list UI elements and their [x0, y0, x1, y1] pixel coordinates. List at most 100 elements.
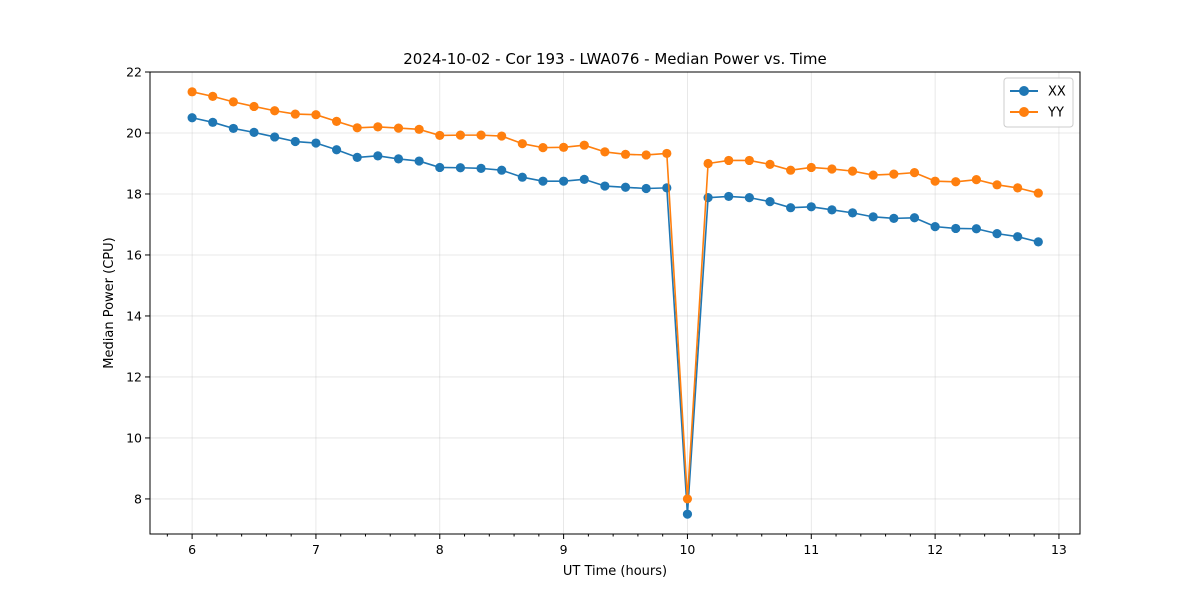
data-point-xx: [538, 176, 548, 186]
data-point-yy: [559, 142, 569, 152]
data-point-xx: [476, 163, 486, 173]
data-point-xx: [373, 151, 383, 161]
data-point-xx: [579, 174, 589, 184]
data-point-yy: [538, 143, 548, 153]
series-yy: [187, 87, 1043, 504]
data-point-yy: [641, 150, 651, 160]
data-point-yy: [249, 101, 259, 112]
data-point-xx: [290, 136, 300, 147]
y-tick-label: 12: [126, 369, 142, 384]
data-point-yy: [909, 168, 920, 178]
axis-ticks: 6 7 8 9 10 11 12 13 8 10 12 14 16 18 20 22: [126, 65, 1067, 558]
data-point-xx: [414, 156, 424, 166]
data-point-xx: [930, 222, 940, 232]
data-point-yy: [393, 123, 404, 133]
y-tick-label: 20: [126, 125, 142, 140]
legend-label-yy: YY: [1047, 106, 1064, 121]
data-point-xx: [352, 152, 362, 162]
chart-title: 2024-10-02 - Cor 193 - LWA076 - Median P…: [403, 50, 827, 68]
data-point-xx: [744, 193, 754, 203]
x-tick-label: 7: [312, 542, 320, 557]
data-point-xx: [249, 127, 259, 137]
data-point-xx: [951, 223, 961, 234]
data-point-xx: [1013, 232, 1023, 242]
data-point-yy: [476, 130, 486, 140]
data-point-yy: [889, 169, 899, 179]
data-point-yy: [662, 148, 672, 159]
x-tick-label: 10: [679, 542, 695, 557]
y-tick-label: 8: [134, 491, 142, 506]
data-point-xx: [517, 172, 527, 182]
data-point-yy: [786, 165, 796, 175]
x-tick-label: 13: [1051, 542, 1067, 557]
data-point-xx: [847, 208, 858, 218]
data-point-yy: [497, 131, 507, 141]
data-point-xx: [393, 154, 404, 164]
data-point-yy: [1033, 188, 1043, 198]
data-point-xx: [600, 181, 610, 191]
data-point-yy: [600, 147, 610, 157]
legend: XX YY: [1003, 77, 1074, 128]
data-point-xx: [435, 162, 445, 173]
data-point-xx: [971, 224, 981, 234]
y-tick-label: 16: [126, 247, 142, 262]
data-point-xx: [208, 117, 218, 127]
legend-marker-yy: [1019, 107, 1029, 117]
data-point-xx: [806, 202, 816, 212]
grid: [150, 71, 1080, 534]
data-point-xx: [724, 191, 734, 202]
plot-area-frame: [149, 71, 1081, 535]
data-point-xx: [1033, 237, 1043, 247]
data-point-xx: [909, 213, 920, 223]
legend-label-xx: XX: [1048, 85, 1066, 100]
data-point-xx: [827, 205, 837, 215]
data-point-yy: [765, 159, 775, 169]
data-point-yy: [930, 176, 940, 186]
legend-marker-xx: [1019, 86, 1029, 96]
data-point-yy: [579, 140, 589, 150]
data-point-xx: [331, 145, 342, 155]
data-point-yy: [187, 87, 197, 97]
data-point-yy: [971, 175, 981, 185]
y-tick-label: 22: [126, 65, 142, 80]
data-point-yy: [724, 155, 734, 166]
data-point-yy: [744, 155, 754, 166]
data-point-xx: [270, 132, 280, 142]
data-point-xx: [187, 113, 197, 123]
x-tick-label: 8: [436, 542, 444, 557]
y-axis-label: Median Power (CPU): [102, 237, 117, 368]
x-tick-label: 11: [803, 542, 819, 557]
data-point-yy: [620, 149, 631, 159]
data-point-yy: [1013, 183, 1023, 193]
data-point-yy: [290, 109, 300, 119]
data-point-xx: [889, 213, 899, 223]
data-point-yy: [682, 494, 693, 504]
data-point-xx: [228, 123, 238, 134]
data-point-yy: [455, 130, 466, 140]
x-tick-label: 6: [188, 542, 196, 557]
x-tick-label: 12: [927, 542, 943, 557]
data-point-yy: [827, 164, 837, 174]
data-point-yy: [414, 124, 424, 134]
series-layer: [187, 87, 1043, 519]
data-point-xx: [497, 165, 507, 175]
data-point-xx: [559, 176, 569, 186]
data-point-yy: [847, 166, 858, 176]
data-point-xx: [786, 203, 796, 213]
data-point-yy: [208, 91, 218, 101]
data-point-xx: [311, 138, 321, 148]
data-point-xx: [641, 183, 651, 194]
data-point-xx: [868, 212, 878, 222]
data-point-yy: [703, 158, 713, 169]
data-point-yy: [228, 97, 238, 107]
data-point-yy: [373, 122, 383, 132]
data-point-yy: [435, 130, 445, 141]
data-point-xx: [765, 197, 775, 207]
data-point-yy: [992, 180, 1002, 190]
x-axis-label: UT Time (hours): [563, 564, 667, 579]
y-tick-label: 14: [126, 308, 142, 323]
data-point-xx: [620, 182, 631, 192]
data-point-yy: [311, 110, 321, 120]
y-tick-label: 18: [126, 186, 142, 201]
